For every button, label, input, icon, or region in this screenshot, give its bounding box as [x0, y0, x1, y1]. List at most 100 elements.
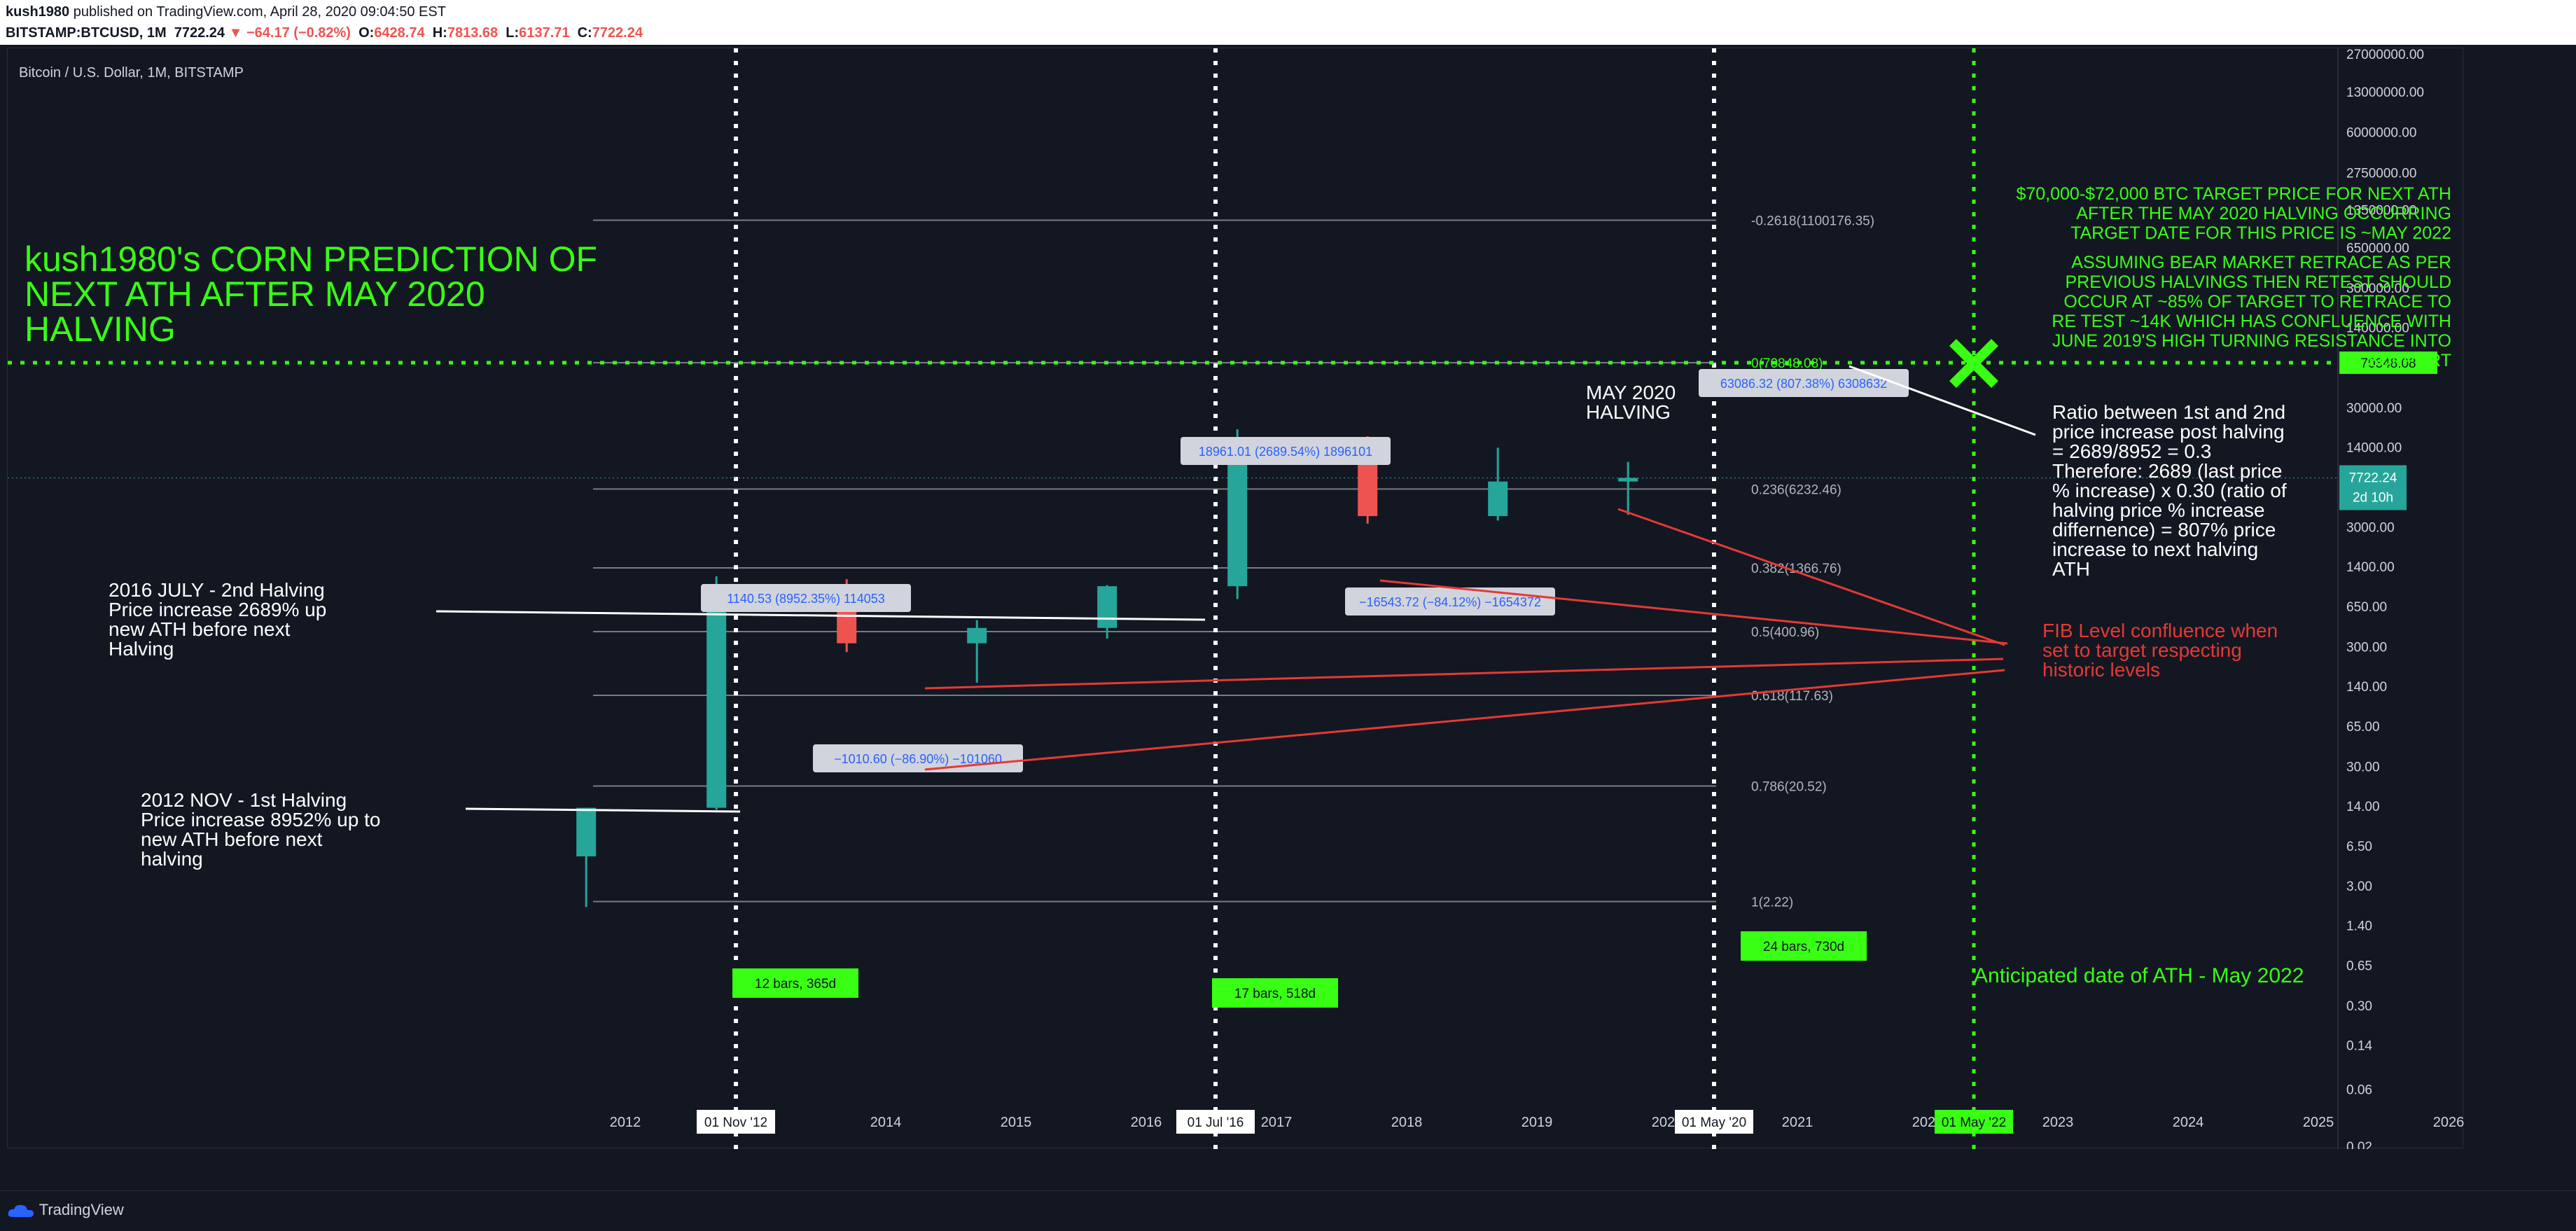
halving-2016-note: 2016 JULY - 2nd Halving Price increase 2…	[109, 579, 327, 660]
x-tick-label: 2015	[1001, 1115, 1032, 1130]
y-tick-label: 650.00	[2346, 600, 2387, 615]
date-marker-label: 01 Jul '16	[1188, 1115, 1244, 1130]
y-tick-label: 14000.00	[2346, 440, 2402, 455]
cloud-icon	[8, 1205, 34, 1218]
bar-count-badge	[1741, 931, 1867, 961]
measure-label-text: −1010.60 (−86.90%) −101060	[834, 752, 1002, 766]
date-marker-badge	[1176, 1110, 1255, 1134]
price-change: ▼ −64.17 (−0.82%)	[228, 25, 351, 41]
x-tick-label: 2016	[1131, 1115, 1162, 1130]
y-tick-label: 0.65	[2346, 959, 2372, 974]
y-tick-label: 30.00	[2346, 760, 2380, 774]
last-price-badge	[2339, 465, 2407, 510]
measure-label-text: 1140.53 (8952.35%) 114053	[727, 592, 885, 606]
arrow-2012	[465, 807, 741, 813]
low-label: L:	[506, 25, 520, 41]
tradingview-logo[interactable]: TradingView	[7, 1201, 124, 1219]
y-tick-label: 27000000.00	[2346, 48, 2424, 62]
measure-label-box	[701, 584, 911, 612]
y-tick-label: 1400.00	[2346, 560, 2395, 575]
arrow-ratio	[1849, 365, 2036, 436]
bar-count-badge	[1212, 978, 1338, 1008]
fib-confluence-arrow	[1617, 508, 2005, 646]
x-tick-label: 2019	[1522, 1115, 1553, 1130]
date-marker-label: 01 May '22	[1942, 1115, 2006, 1130]
chart-pane[interactable]: 27000000.00 13000000.00 6000000.00 2750000.…	[7, 48, 2464, 1149]
x-tick-label: 2018	[1391, 1115, 1423, 1130]
x-tick-label: 2012	[610, 1115, 641, 1130]
y-tick-label: 140000.00	[2346, 321, 2409, 335]
candle-body	[1488, 481, 1508, 517]
low-value: 6137.71	[519, 25, 570, 41]
x-tick-label: 2025	[2303, 1115, 2334, 1130]
fib-confluence-arrow	[924, 658, 2004, 690]
high-value: 7813.68	[447, 25, 499, 41]
countdown-label: 2d 10h	[2353, 490, 2393, 505]
x-tick-label: 2026	[2433, 1115, 2464, 1130]
symbol-label: BITSTAMP:BTCUSD, 1M	[6, 25, 167, 41]
fib-level-label: 0.786(20.52)	[1751, 780, 1827, 795]
ratio-note: Ratio between 1st and 2nd price increase…	[2052, 401, 2287, 580]
last-price-badge-label: 7722.24	[2349, 471, 2397, 485]
y-tick-label: 3000.00	[2346, 521, 2395, 536]
x-tick-label: 2021	[1782, 1115, 1813, 1130]
date-marker-badge	[1675, 1110, 1753, 1134]
brand-label: TradingView	[39, 1201, 124, 1218]
x-tick-label: 2023	[2042, 1115, 2074, 1130]
fib-level-label: 0.5(400.96)	[1751, 625, 1819, 640]
publish-line: kush1980 published on TradingView.com, A…	[6, 4, 446, 20]
chart-svg[interactable]: 27000000.00 13000000.00 6000000.00 2750000.…	[8, 48, 2464, 1149]
may-2020-note: MAY 2020 HALVING	[1586, 382, 1676, 423]
fib-level-label: -0.2618(1100176.35)	[1751, 214, 1874, 228]
fib-level-label: 1(2.22)	[1751, 896, 1793, 910]
close-value: 7722.24	[592, 25, 643, 41]
y-tick-label: 6000000.00	[2346, 126, 2416, 141]
last-price: 7722.24	[174, 25, 225, 41]
bar-count-label: 24 bars, 730d	[1763, 940, 1844, 954]
x-tick-label: 2014	[870, 1115, 902, 1130]
y-tick-label: 2750000.00	[2346, 166, 2416, 181]
author-name[interactable]: kush1980	[6, 4, 70, 20]
measure-label-text: −16543.72 (−84.12%) −1654372	[1359, 595, 1541, 609]
date-marker-badge	[697, 1110, 775, 1134]
y-tick-label: 1.40	[2346, 919, 2372, 934]
halving-2012-note: 2012 NOV - 1st Halving Price increase 89…	[141, 789, 381, 870]
bar-count-label: 12 bars, 365d	[755, 977, 836, 992]
target-price-badge	[2339, 351, 2437, 374]
date-marker-badge	[1935, 1110, 2013, 1134]
date-marker-label: 01 Nov '12	[704, 1115, 767, 1130]
publish-info: published on TradingView.com, April 28, …	[69, 4, 446, 20]
y-tick-label: 30000.00	[2346, 401, 2402, 416]
fib-level-label: 0.382(1366.76)	[1751, 562, 1842, 576]
fib-confluence-arrow	[1379, 579, 2008, 645]
open-label: O:	[358, 25, 375, 41]
measure-label-text: 18961.01 (2689.54%) 1896101	[1199, 445, 1372, 459]
y-tick-label: 0.02	[2346, 1140, 2372, 1149]
bar-count-label: 17 bars, 518d	[1234, 987, 1316, 1001]
candle-body	[706, 599, 727, 808]
footer: TradingView	[0, 1190, 2576, 1231]
measure-label-text: 63086.32 (807.38%) 6308632	[1720, 377, 1887, 391]
fib-confluence-note: FIB Level confluence when set to target …	[2042, 620, 2278, 681]
y-tick-label: 65.00	[2346, 720, 2380, 735]
y-tick-label: 13000000.00	[2346, 85, 2424, 100]
y-tick-label: 0.14	[2346, 1039, 2372, 1054]
target-x-mark	[1949, 339, 1998, 388]
bar-count-badge	[732, 968, 858, 998]
open-value: 6428.74	[374, 25, 425, 41]
measure-label-box	[1345, 587, 1555, 616]
close-label: C:	[577, 25, 592, 41]
y-tick-label: 650000.00	[2346, 242, 2409, 256]
y-tick-label: 14.00	[2346, 800, 2380, 814]
candle-body	[1227, 447, 1248, 587]
ohlc-line: BITSTAMP:BTCUSD, 1M 7722.24 ▼ −64.17 (−0…	[6, 25, 643, 41]
candle-body	[967, 627, 987, 644]
y-tick-label: 0.30	[2346, 999, 2372, 1014]
candle-body	[1618, 478, 1638, 482]
candle-body	[576, 807, 597, 856]
candle-body	[1097, 586, 1118, 628]
measure-label-box	[1699, 369, 1909, 397]
y-tick-label: 0.06	[2346, 1083, 2372, 1097]
fib-confluence-arrow	[924, 669, 2005, 771]
y-tick-label: 300000.00	[2346, 281, 2409, 296]
